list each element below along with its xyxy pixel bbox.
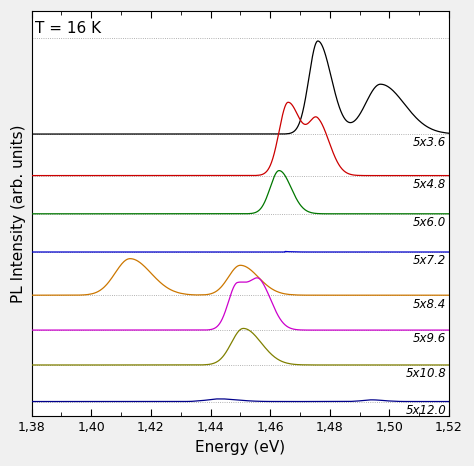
Text: 5x12.0: 5x12.0 [405,404,446,417]
Text: 5x4.8: 5x4.8 [413,178,446,191]
Text: 5x3.6: 5x3.6 [413,137,446,150]
Text: 5x8.4: 5x8.4 [413,297,446,310]
Text: 5x9.6: 5x9.6 [413,332,446,345]
Text: T = 16 K: T = 16 K [35,21,101,36]
Text: 5x10.8: 5x10.8 [405,367,446,380]
X-axis label: Energy (eV): Energy (eV) [195,440,285,455]
Text: 5x7.2: 5x7.2 [413,254,446,267]
Y-axis label: PL Intensity (arb. units): PL Intensity (arb. units) [11,124,26,303]
Text: 5x6.0: 5x6.0 [413,216,446,229]
